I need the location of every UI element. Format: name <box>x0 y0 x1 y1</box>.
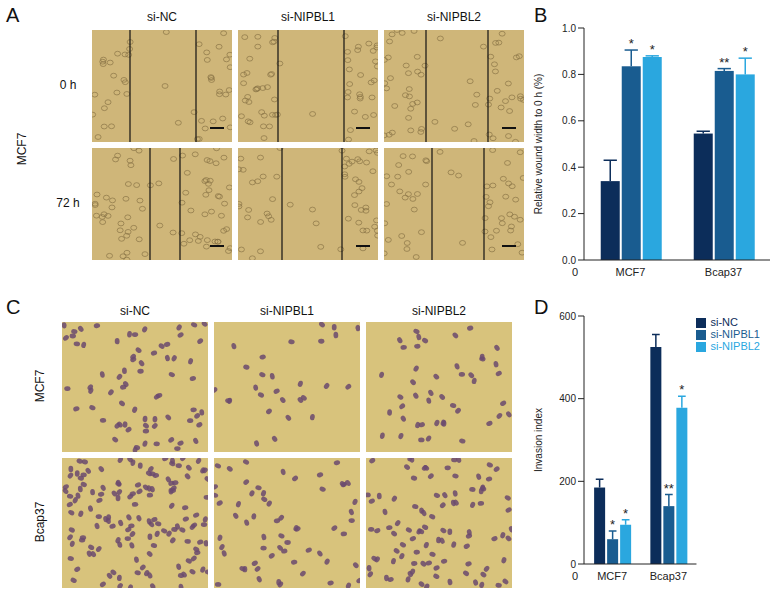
html-text:C: C <box>6 296 21 318</box>
svg-text:*: * <box>650 42 655 57</box>
html-text:72 h: 72 h <box>56 196 80 210</box>
html-text:0 h: 0 h <box>59 78 77 92</box>
html-text:0: 0 <box>572 266 579 278</box>
svg-text:400: 400 <box>559 393 576 404</box>
svg-text:*: * <box>610 517 615 532</box>
svg-text:0.8: 0.8 <box>562 69 576 80</box>
svg-text:*: * <box>743 44 748 59</box>
html-text:si-NIPBL2: si-NIPBL2 <box>710 340 760 353</box>
svg-text:*: * <box>679 382 684 397</box>
svg-text:600: 600 <box>559 311 576 322</box>
html-text:si-NIPBL2: si-NIPBL2 <box>412 304 466 318</box>
html-text:D: D <box>534 296 549 318</box>
svg-text:MCF7: MCF7 <box>616 266 646 278</box>
svg-text:Invasion index: Invasion index <box>533 408 544 472</box>
svg-text:Bcap37: Bcap37 <box>650 570 687 582</box>
svg-text:Relative wound width to 0 h (%: Relative wound width to 0 h (%) <box>533 74 544 215</box>
svg-text:0.4: 0.4 <box>562 162 576 173</box>
svg-text:Bcap37: Bcap37 <box>705 266 742 278</box>
html-text:MCF7: MCF7 <box>15 132 29 166</box>
svg-text:200: 200 <box>559 476 576 487</box>
html-text:Bcap37: Bcap37 <box>33 501 47 543</box>
html-text:si-NC: si-NC <box>710 316 738 328</box>
html-text:si-NIPBL1: si-NIPBL1 <box>281 10 335 24</box>
svg-text:*: * <box>623 506 628 521</box>
svg-text:*: * <box>629 36 634 51</box>
html-text:A: A <box>6 4 20 26</box>
svg-text:0: 0 <box>570 559 576 570</box>
svg-text:0.0: 0.0 <box>562 255 576 266</box>
html-text:si-NIPBL1: si-NIPBL1 <box>260 304 314 318</box>
html-text:si-NIPBL1: si-NIPBL1 <box>710 328 760 341</box>
svg-text:0.2: 0.2 <box>562 208 576 219</box>
html-text:si-NC: si-NC <box>147 10 177 24</box>
svg-text:0.6: 0.6 <box>562 115 576 126</box>
html-text:si-NC: si-NC <box>120 304 150 318</box>
html-text:si-NIPBL2: si-NIPBL2 <box>427 10 481 24</box>
html-text:MCF7: MCF7 <box>33 369 47 403</box>
svg-text:**: ** <box>664 481 674 496</box>
html-text:0: 0 <box>572 570 579 582</box>
svg-text:MCF7: MCF7 <box>597 570 627 582</box>
svg-text:**: ** <box>719 55 729 70</box>
svg-text:1.0: 1.0 <box>562 23 576 34</box>
html-text:B: B <box>534 4 548 26</box>
